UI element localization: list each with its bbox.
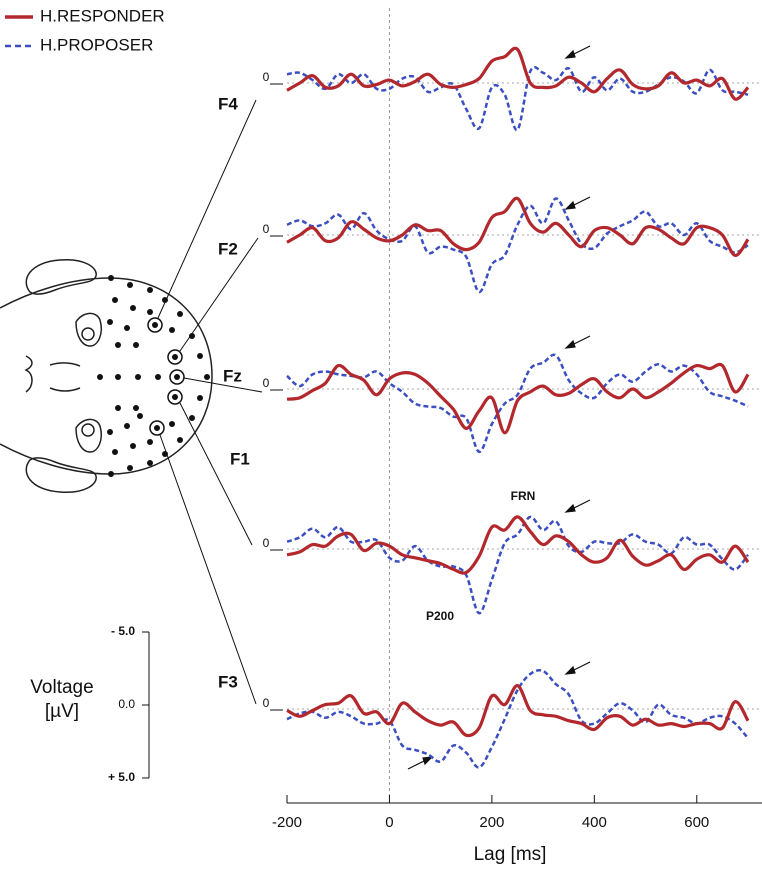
scale-tick-label: + 5.0 bbox=[108, 770, 135, 784]
y-tick-label: 0 bbox=[263, 536, 270, 550]
y-tick-label: 0 bbox=[263, 376, 270, 390]
x-axis-label: Lag [ms] bbox=[474, 844, 547, 865]
waveform bbox=[286, 65, 749, 131]
x-tick-label: 600 bbox=[684, 814, 709, 831]
annotation: P200 bbox=[426, 609, 454, 623]
waveform bbox=[286, 196, 750, 257]
panel-title: F4 bbox=[218, 94, 238, 113]
head-diagram bbox=[0, 99, 263, 705]
waveform bbox=[286, 515, 750, 575]
waveform bbox=[286, 684, 750, 738]
waveform bbox=[286, 46, 750, 101]
waveform bbox=[286, 353, 749, 454]
scale-tick-label: 0.0 bbox=[118, 697, 135, 711]
panel-title: F3 bbox=[218, 672, 238, 691]
panel-title: Fz bbox=[223, 366, 242, 385]
y-tick-label: 0 bbox=[263, 696, 270, 710]
x-tick-label: 200 bbox=[479, 814, 504, 831]
panel-title: F2 bbox=[218, 239, 238, 258]
y-tick-label: 0 bbox=[263, 222, 270, 236]
scale-tick-label: - 5.0 bbox=[111, 624, 135, 638]
waveform bbox=[286, 197, 749, 294]
annotation: FRN bbox=[511, 489, 536, 503]
legend-label: H.RESPONDER bbox=[40, 6, 165, 25]
scale-label: [µV] bbox=[45, 701, 79, 722]
legend-label: H.PROPOSER bbox=[40, 35, 153, 54]
panel-title: F1 bbox=[230, 449, 250, 468]
x-tick-label: 0 bbox=[385, 814, 393, 831]
x-tick-label: -200 bbox=[272, 814, 302, 831]
scale-label: Voltage bbox=[30, 677, 93, 698]
arrows bbox=[407, 45, 591, 770]
waveform bbox=[286, 669, 749, 769]
waveform bbox=[286, 362, 750, 435]
y-tick-label: 0 bbox=[263, 70, 270, 84]
x-tick-label: 400 bbox=[582, 814, 607, 831]
